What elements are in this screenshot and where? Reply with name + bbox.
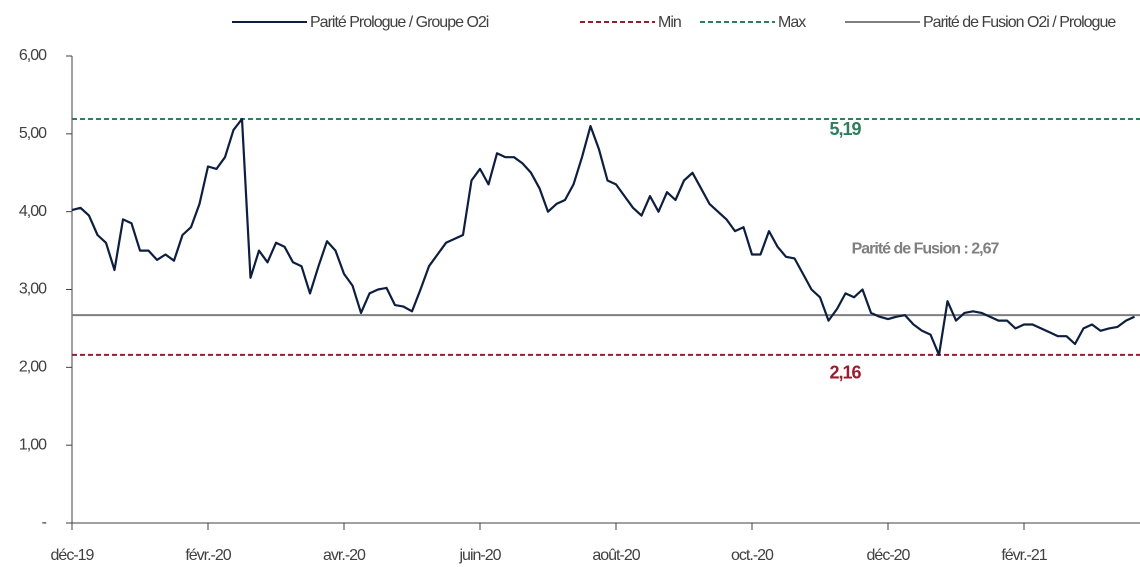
legend-label: Parité Prologue / Groupe O2i: [310, 14, 489, 31]
x-tick-label: déc-19: [51, 547, 95, 564]
x-tick-label: avr.-20: [323, 547, 366, 564]
y-tick-label: 1,00: [19, 436, 47, 453]
x-tick-label: oct.-20: [731, 547, 774, 564]
annotation: Parité de Fusion : 2,67: [852, 240, 1000, 257]
x-tick-label: févr.-20: [185, 547, 231, 564]
x-tick-label: août-20: [592, 547, 640, 564]
y-tick-label: 3,00: [19, 281, 47, 298]
annotation: 5,19: [829, 119, 861, 139]
x-tick-label: févr.-21: [1001, 547, 1047, 564]
y-tick-label: 6,00: [19, 47, 47, 64]
legend-label: Parité de Fusion O2i / Prologue: [923, 14, 1116, 31]
legend-label: Min: [658, 14, 681, 31]
y-tick-label: 2,00: [19, 359, 47, 376]
x-tick-label: juin-20: [458, 547, 501, 564]
y-tick-label: 5,00: [19, 125, 47, 142]
annotation: 2,16: [829, 363, 861, 383]
x-tick-label: déc-20: [867, 547, 911, 564]
legend-label: Max: [778, 14, 806, 31]
y-tick-label: 4,00: [19, 203, 47, 220]
data-line: [71, 117, 1135, 356]
y-tick-label: -: [42, 514, 47, 531]
